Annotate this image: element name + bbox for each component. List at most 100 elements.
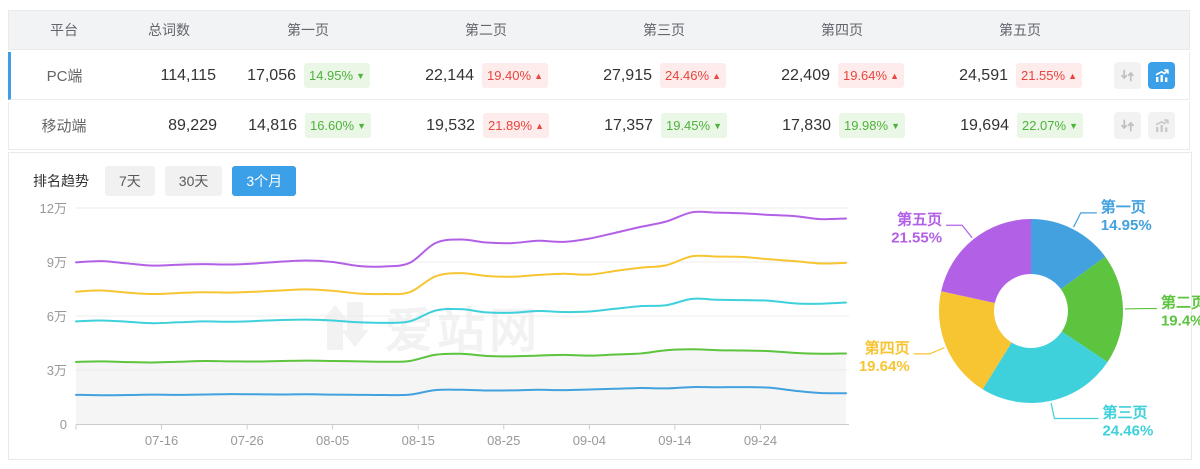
sort-icon: [1120, 118, 1135, 133]
donut-label-percent: 21.55%: [891, 229, 942, 246]
row-actions: [1108, 62, 1189, 89]
donut-label-line: [1073, 212, 1097, 228]
page1-cell: 17,056 14.95% ▼: [218, 63, 396, 88]
donut-label-line: [1050, 402, 1099, 420]
y-axis-label: 6万: [47, 309, 67, 324]
table-row-PC端[interactable]: PC端 114,115 17,056 14.95% ▼ 22,144 19.40% ▲ 27,9…: [8, 52, 1190, 100]
column-header-4: 第二页: [465, 22, 507, 38]
sort-icon-button[interactable]: [1114, 112, 1141, 139]
page4-count: 17,830: [782, 116, 831, 134]
column-header-6: 第四页: [821, 22, 863, 38]
arrow-up-icon: ▲: [535, 121, 544, 131]
donut-slice-第二页: [1060, 256, 1123, 362]
platform-label: 移动端: [41, 118, 87, 135]
page1-change-badge: 16.60% ▼: [305, 113, 371, 138]
page4-change-badge: 19.98% ▼: [839, 113, 905, 138]
line-series-至第四页: [75, 254, 847, 296]
donut-label-percent: 14.95%: [1101, 217, 1152, 234]
table-row-移动端[interactable]: 移动端 89,229 14,816 16.60% ▼ 19,532 21.89% ▲ 17,35…: [8, 102, 1190, 150]
arrow-down-icon: ▼: [356, 71, 365, 81]
page5-change-badge: 21.55% ▲: [1016, 63, 1082, 88]
donut-label-name: 第二页: [1161, 294, 1200, 312]
x-axis-label: 07-26: [230, 433, 263, 448]
total-words-value: 114,115: [160, 66, 216, 84]
arrow-down-icon: ▼: [357, 121, 366, 131]
arrow-up-icon: ▲: [890, 71, 899, 81]
donut-label-line: [946, 224, 973, 239]
arrow-up-icon: ▲: [1068, 71, 1077, 81]
trend-toolbar: 排名趋势 7天 30天 3个月: [33, 166, 306, 196]
arrow-up-icon: ▲: [712, 71, 721, 81]
column-header-1: 平台: [50, 22, 78, 38]
page3-change-badge: 19.45% ▼: [661, 113, 727, 138]
page3-count: 27,915: [603, 66, 652, 84]
x-axis-label: 08-15: [402, 433, 435, 448]
y-axis-label: 12万: [40, 201, 67, 216]
tab-3个月[interactable]: 3个月: [232, 166, 297, 196]
sort-icon: [1120, 68, 1135, 83]
donut-label-line: [913, 347, 945, 355]
x-axis-label: 09-04: [573, 433, 606, 448]
arrow-down-icon: ▼: [713, 121, 722, 131]
donut-label-name: 第四页: [865, 339, 910, 357]
donut-slice-第五页: [941, 219, 1031, 304]
y-axis-label: 0: [60, 417, 67, 432]
page3-cell: 17,357 19.45% ▼: [575, 113, 753, 138]
column-header-2: 总词数: [148, 22, 190, 38]
page2-cell: 19,532 21.89% ▲: [397, 113, 575, 138]
donut-slice-第四页: [939, 291, 1012, 390]
x-axis-label: 08-05: [316, 433, 349, 448]
page4-count: 22,409: [781, 66, 830, 84]
page5-change-badge: 22.07% ▼: [1017, 113, 1083, 138]
donut-slice-第三页: [982, 331, 1108, 403]
row-actions: [1109, 112, 1189, 139]
tab-7天[interactable]: 7天: [105, 166, 155, 196]
page3-cell: 27,915 24.46% ▲: [574, 63, 752, 88]
page1-change-badge: 14.95% ▼: [304, 63, 370, 88]
sort-icon-button[interactable]: [1114, 62, 1141, 89]
line-series-第一页: [75, 386, 847, 397]
donut-label-percent: 19.4%: [1161, 313, 1200, 330]
x-axis-label: 07-16: [145, 433, 178, 448]
page4-cell: 22,409 19.64% ▲: [752, 63, 930, 88]
page5-cell: 24,591 21.55% ▲: [930, 63, 1108, 88]
rank-trend-line-chart[interactable]: 0 3万 6万 9万 12万 07-16 07-26 08-05 08-15 08-25 09-04…: [9, 191, 889, 453]
page1-count: 17,056: [247, 66, 296, 84]
page5-cell: 19,694 22.07% ▼: [931, 113, 1109, 138]
x-axis-label: 08-25: [487, 433, 520, 448]
page5-count: 19,694: [960, 116, 1009, 134]
column-header-actions: [1109, 11, 1189, 49]
column-header-3: 第一页: [287, 22, 329, 38]
platform-label: PC端: [46, 68, 83, 85]
donut-label-name: 第五页: [897, 210, 942, 228]
page1-cell: 14,816 16.60% ▼: [219, 113, 397, 138]
donut-label-percent: 24.46%: [1102, 422, 1153, 439]
page2-change-badge: 19.40% ▲: [482, 63, 548, 88]
tab-30天[interactable]: 30天: [164, 166, 223, 196]
donut-slice-第一页: [1031, 219, 1106, 290]
keyword-rank-table: 平台 总词数 第一页 第二页 第三页 第四页 第五页 PC端 114,115 17,056 14.…: [8, 10, 1190, 150]
donut-label-percent: 19.64%: [859, 358, 910, 375]
arrow-down-icon: ▼: [1069, 121, 1078, 131]
x-axis-label: 09-14: [658, 433, 691, 448]
trend-chart-icon: [1154, 118, 1170, 134]
page4-cell: 17,830 19.98% ▼: [753, 113, 931, 138]
trend-chart-icon-button[interactable]: [1148, 62, 1175, 89]
donut-label-name: 第一页: [1101, 198, 1146, 216]
page2-change-badge: 21.89% ▲: [483, 113, 549, 138]
watermark-text: 爱站网: [385, 305, 542, 358]
page3-change-badge: 24.46% ▲: [660, 63, 726, 88]
rank-trend-panel: 排名趋势 7天 30天 3个月 爱站网 0 3万 6万 9万 12万 07-16 07-26 08…: [8, 152, 1200, 460]
x-axis-label: 09-24: [744, 433, 777, 448]
y-axis-label: 3万: [47, 363, 67, 378]
area-fill: [76, 349, 846, 424]
column-header-7: 第五页: [999, 22, 1041, 38]
line-series-第一页+第二页: [75, 348, 847, 364]
arrow-up-icon: ▲: [534, 71, 543, 81]
page2-count: 19,532: [426, 116, 475, 134]
column-header-5: 第三页: [643, 22, 685, 38]
trend-chart-icon-button[interactable]: [1148, 112, 1175, 139]
page2-count: 22,144: [425, 66, 474, 84]
total-words-value: 89,229: [168, 116, 217, 134]
